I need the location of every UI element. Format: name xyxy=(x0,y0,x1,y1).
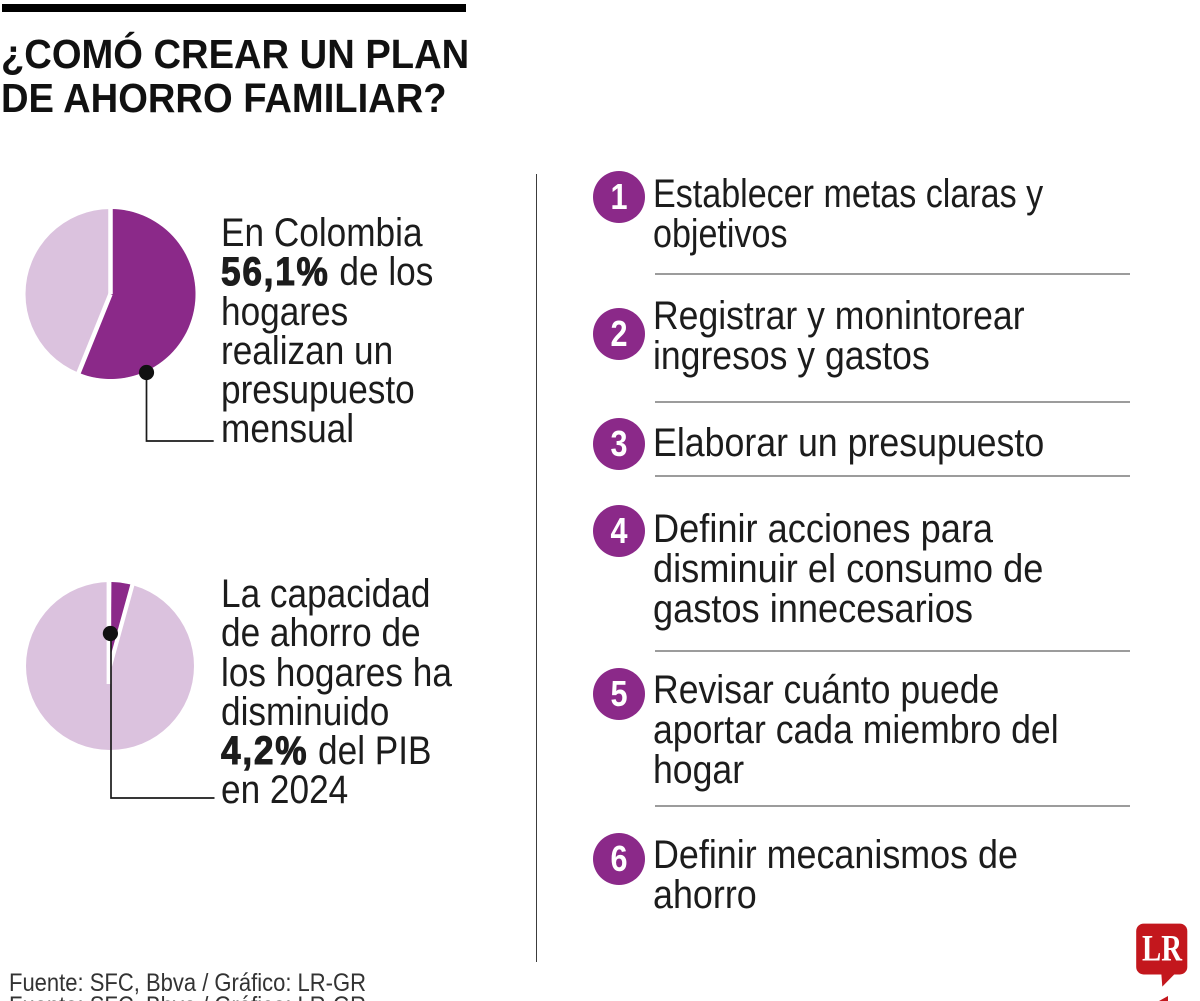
svg-text:LR: LR xyxy=(1142,929,1183,970)
